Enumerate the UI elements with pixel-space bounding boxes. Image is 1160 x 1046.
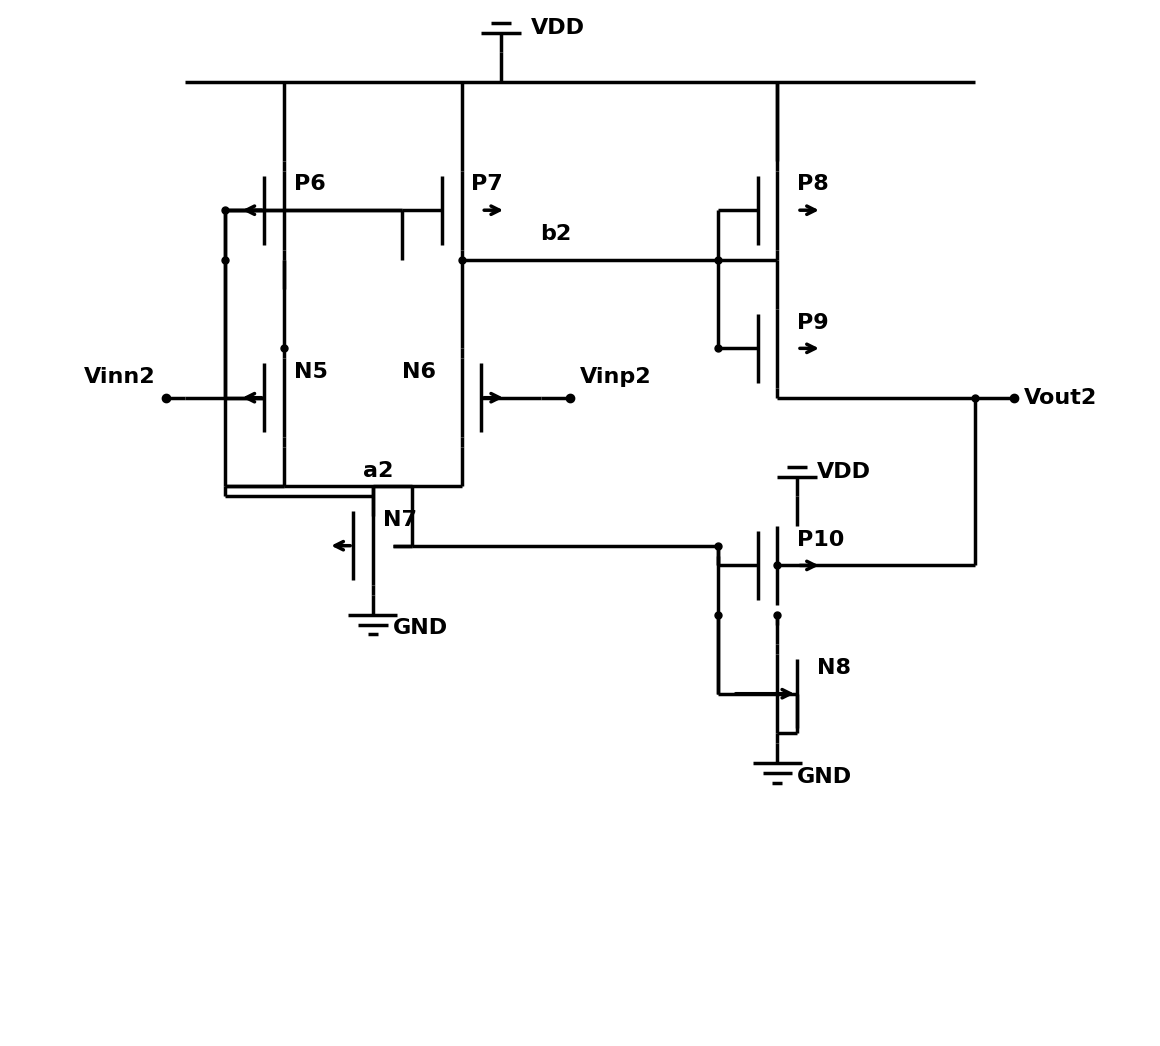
- Text: Vout2: Vout2: [1024, 388, 1097, 408]
- Text: GND: GND: [392, 618, 448, 638]
- Text: P7: P7: [471, 175, 503, 195]
- Text: P10: P10: [797, 529, 844, 550]
- Text: a2: a2: [363, 460, 393, 480]
- Text: Vinn2: Vinn2: [84, 367, 155, 387]
- Text: N8: N8: [817, 658, 850, 678]
- Text: GND: GND: [797, 767, 853, 787]
- Text: P6: P6: [293, 175, 326, 195]
- Text: N7: N7: [383, 510, 416, 530]
- Text: VDD: VDD: [530, 18, 585, 38]
- Text: b2: b2: [541, 224, 572, 244]
- Text: N6: N6: [403, 362, 436, 382]
- Text: VDD: VDD: [817, 461, 871, 482]
- Text: N5: N5: [293, 362, 328, 382]
- Text: P8: P8: [797, 175, 829, 195]
- Text: Vinp2: Vinp2: [580, 367, 652, 387]
- Text: P9: P9: [797, 313, 828, 333]
